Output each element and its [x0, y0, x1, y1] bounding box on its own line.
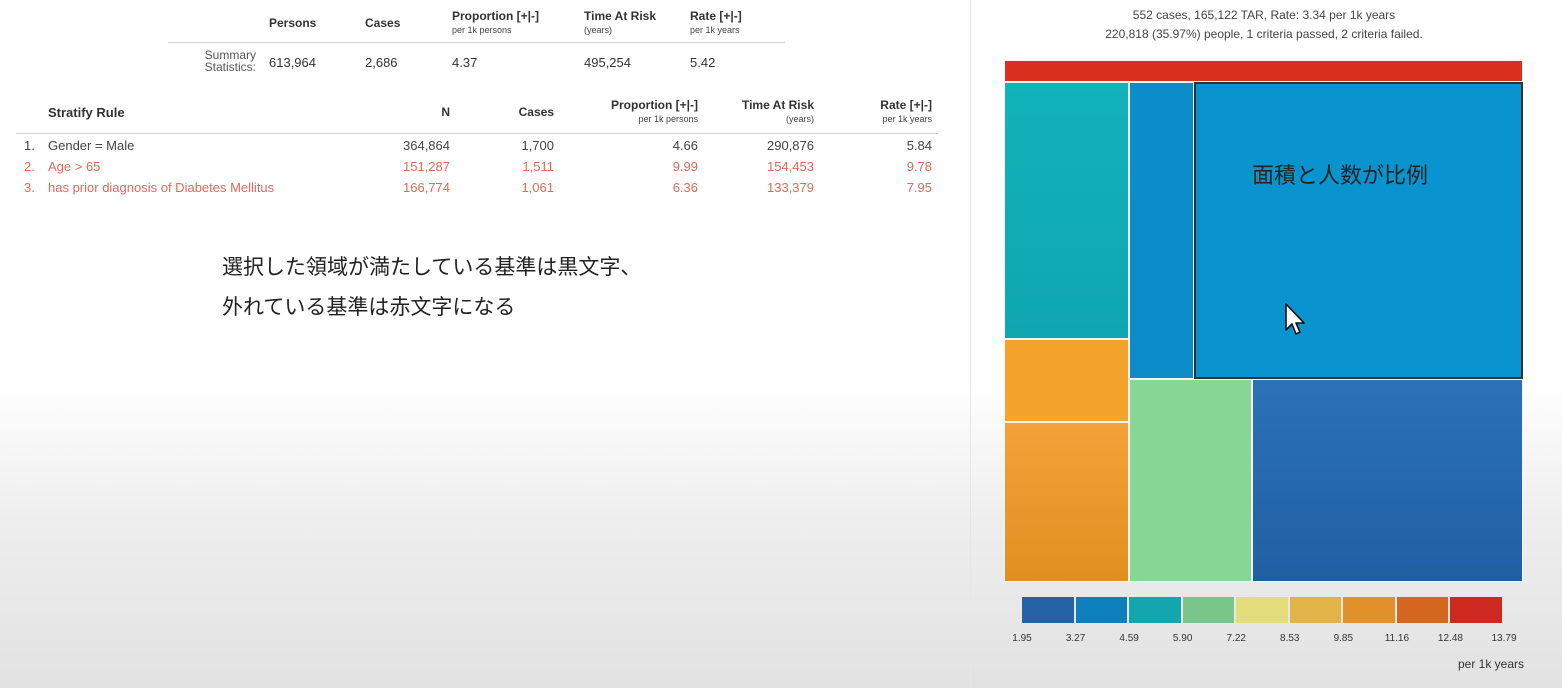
legend-label: 9.85 — [1333, 633, 1354, 644]
summary-cases-value: 2,686 — [365, 55, 398, 70]
stratify-row-tar: 154,453 — [767, 159, 814, 174]
legend-label: 5.90 — [1172, 633, 1193, 644]
mouse-pointer-icon — [1285, 303, 1305, 335]
legend-unit: per 1k years — [1457, 657, 1524, 671]
stratify-row-rate: 9.78 — [906, 159, 932, 174]
treemap-cell[interactable] — [1252, 379, 1523, 582]
stratify-header-rate: Rate [+|-] per 1k years — [880, 98, 932, 124]
summary-rate-value: 5.42 — [690, 55, 716, 70]
stratify-row-tar: 133,379 — [767, 180, 814, 195]
stratify-row-proportion: 4.66 — [672, 138, 698, 153]
summary-persons-value: 613,964 — [269, 55, 316, 70]
stratify-row-cases: 1,511 — [522, 159, 554, 174]
stratify-row-rate: 7.95 — [906, 180, 932, 195]
legend-swatch — [1129, 597, 1181, 623]
stratify-header-rule: Stratify Rule — [48, 105, 125, 120]
treemap-cell-selected[interactable]: 面積と人数が比例 — [1194, 82, 1523, 379]
treemap: 面積と人数が比例 — [1004, 60, 1523, 582]
legend-swatch — [1022, 597, 1074, 623]
legend-swatch — [1236, 597, 1288, 623]
legend-label: 8.53 — [1280, 633, 1300, 644]
legend — [1022, 597, 1504, 623]
treemap-cell[interactable] — [1004, 422, 1129, 582]
stratify-row[interactable]: 1. Gender = Male 364,864 1,700 4.66 290,… — [0, 136, 940, 156]
legend-label: 13.79 — [1491, 633, 1517, 644]
stratify-row-n: 151,287 — [403, 159, 450, 174]
stratify-row-rule: has prior diagnosis of Diabetes Mellitus — [48, 180, 275, 195]
stratify-row-proportion: 9.99 — [672, 159, 698, 174]
stratify-row-rate: 5.84 — [906, 138, 932, 153]
stratify-row-rule: Gender = Male — [48, 138, 135, 153]
legend-swatch — [1289, 597, 1342, 623]
treemap-info-line-2: 220,818 (35.97%) people, 1 criteria pass… — [1105, 27, 1423, 41]
stratify-row-proportion: 6.36 — [672, 180, 698, 195]
stratify-header-divider — [16, 133, 938, 134]
stratify-row-index: 2. — [24, 159, 35, 174]
treemap-cell[interactable] — [1129, 82, 1194, 379]
stratify-row-rule: Age > 65 — [48, 159, 101, 174]
stratify-row-cases: 1,061 — [521, 180, 554, 195]
legend-label: 11.16 — [1384, 633, 1410, 644]
treemap-cell[interactable] — [1129, 379, 1252, 582]
annotation-text: 選択した領域が満たしている基準は黒文字、 外れている基準は赤文字になる — [222, 248, 641, 328]
stratify-header-proportion: Proportion [+|-] per 1k persons — [610, 98, 698, 124]
legend-label: 7.22 — [1226, 633, 1246, 644]
summary-header-proportion: Proportion [+|-] per 1k persons — [452, 9, 540, 35]
stratify-row[interactable]: 3. has prior diagnosis of Diabetes Melli… — [0, 178, 940, 198]
legend-label: 4.59 — [1119, 633, 1139, 644]
summary-header-persons: Persons — [269, 16, 317, 30]
stratify-row-index: 3. — [24, 180, 35, 195]
stratify-header-n: N — [441, 105, 450, 119]
treemap-cell[interactable] — [1004, 60, 1523, 82]
annotation-line-2: 外れている基準は赤文字になる — [222, 296, 516, 319]
legend-swatch — [1396, 597, 1449, 623]
legend-swatch — [1450, 597, 1502, 623]
stratify-row-tar: 290,876 — [767, 138, 814, 153]
stratify-header-cases: Cases — [518, 105, 554, 119]
annotation-line-1: 選択した領域が満たしている基準は黒文字、 — [222, 256, 642, 279]
treemap-info-line-1: 552 cases, 165,122 TAR, Rate: 3.34 per 1… — [1132, 8, 1396, 22]
legend-label: 3.27 — [1065, 633, 1086, 644]
legend-swatch — [1075, 597, 1128, 623]
stratify-row-index: 1. — [24, 138, 35, 153]
legend-swatch — [1343, 597, 1395, 623]
summary-tar-value: 495,254 — [584, 55, 631, 70]
treemap-overlay-text: 面積と人数が比例 — [1252, 163, 1429, 188]
treemap-cell[interactable] — [1004, 82, 1129, 339]
legend-label: 12.48 — [1437, 633, 1463, 644]
summary-header-tar: Time At Risk (years) — [584, 9, 657, 35]
treemap-panel — [970, 0, 1562, 688]
summary-row-label: Summary Statistics: — [204, 48, 256, 74]
legend-label: 1.95 — [1012, 633, 1032, 644]
stratify-row-cases: 1,700 — [521, 138, 554, 153]
stratify-header-tar: Time At Risk (years) — [741, 98, 814, 124]
summary-proportion-value: 4.37 — [452, 55, 478, 70]
stratify-row-n: 166,774 — [403, 180, 450, 195]
summary-header-divider — [168, 42, 785, 43]
treemap-cell[interactable] — [1004, 339, 1129, 422]
stratify-row[interactable]: 2. Age > 65 151,287 1,511 9.99 154,453 9… — [0, 157, 940, 177]
legend-swatch — [1182, 597, 1235, 623]
stratify-row-n: 364,864 — [403, 138, 450, 153]
summary-header-rate: Rate [+|-] per 1k years — [690, 9, 742, 35]
summary-header-cases: Cases — [365, 16, 401, 30]
